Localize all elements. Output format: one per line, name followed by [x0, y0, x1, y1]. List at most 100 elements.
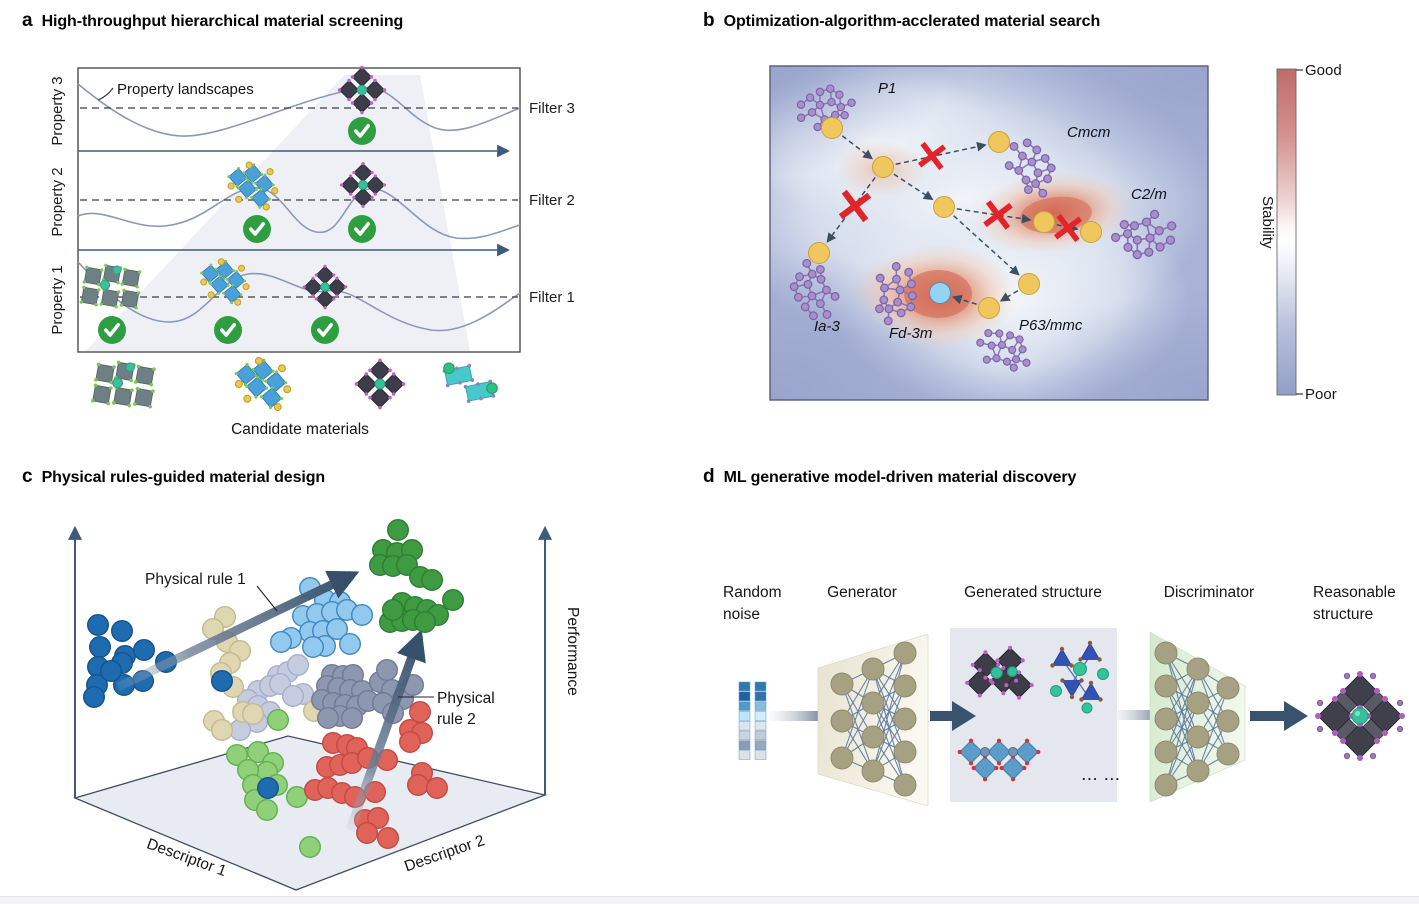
panel-d-gan-pipeline: Random noise Generator Generated structure D…	[723, 584, 1405, 807]
search-step-arrow	[893, 173, 934, 201]
search-node	[808, 242, 830, 264]
candidate-materials-label: Candidate materials	[231, 421, 369, 438]
search-node	[821, 117, 843, 139]
noise-cell	[738, 701, 751, 711]
panel-d-letter: d	[703, 466, 715, 487]
cluster-green	[369, 519, 465, 634]
stage-label-random-noise: noise	[723, 606, 760, 623]
physical-rule-1-label: Physical rule 1	[145, 571, 246, 588]
cluster-red	[304, 701, 449, 850]
search-step-arrow	[841, 135, 874, 160]
nn-node	[1154, 674, 1178, 698]
page-bottom-strip	[0, 896, 1419, 904]
search-node	[872, 156, 894, 178]
crystal-blue	[200, 258, 250, 306]
space-group-label: C2/m	[1131, 186, 1167, 203]
generator-network	[830, 641, 917, 797]
data-point	[356, 822, 379, 845]
panel-c-header: c Physical rules-guided material design	[22, 466, 325, 488]
reject-x-icon	[917, 141, 947, 171]
nn-node	[830, 672, 854, 696]
filter-label-2: Filter 2	[529, 192, 575, 209]
data-point	[399, 731, 422, 754]
property-axis-label-2: Property 2	[49, 167, 66, 236]
check-icon	[249, 222, 265, 236]
noise-cell	[754, 711, 767, 721]
search-step-arrow	[953, 215, 1020, 276]
nn-node	[893, 773, 917, 797]
check-icon	[354, 222, 370, 236]
cluster-lightblue	[270, 577, 374, 659]
generator-output-arrow	[930, 701, 976, 731]
data-point	[86, 614, 109, 637]
check-badge	[98, 316, 126, 344]
search-node	[978, 297, 1000, 319]
rule1-leader	[256, 585, 278, 612]
noise-cell	[754, 691, 767, 701]
crystal-dark	[302, 264, 348, 310]
colorbar-axis-label: Stability	[1259, 196, 1276, 249]
random-noise-bars	[738, 681, 767, 760]
noise-cell	[738, 720, 751, 731]
generated-tetrahedra	[1050, 640, 1109, 714]
gan-pipeline: Random noise Generator Generated structure D…	[723, 584, 1405, 807]
stage-label-reasonable-structure: structure	[1313, 606, 1373, 623]
molecule-fd3m	[875, 262, 917, 326]
discriminator-network	[1154, 641, 1240, 797]
data-point	[299, 836, 322, 859]
panel-b-header: b Optimization-algorithm-acclerated mate…	[703, 10, 1100, 32]
reject-x-icon	[838, 189, 872, 223]
nn-node	[861, 657, 885, 681]
physical-rule-2-label-line1: Physical	[437, 690, 495, 707]
search-step-arrow	[999, 290, 1019, 302]
data-point	[387, 519, 410, 542]
nn-node	[1154, 707, 1178, 731]
nn-node	[1154, 641, 1178, 665]
search-node	[933, 196, 955, 218]
cluster-lightgreen	[225, 709, 322, 859]
noise-cell	[754, 740, 767, 750]
nn-node	[1216, 742, 1240, 766]
data-point	[257, 777, 280, 800]
panel-d-header: d ML generative model-driven material di…	[703, 466, 1076, 488]
search-landscape: P1 Cmcm C2/m Ia-3 Fd-3m P63/mmc Good Poor Stabil…	[769, 62, 1342, 403]
stage-label-reasonable-structure: Reasonable	[1313, 584, 1396, 601]
physical-rule-2-arrow	[345, 629, 426, 832]
data-point	[317, 707, 340, 730]
panel-b-search-landscape: P1 Cmcm C2/m Ia-3 Fd-3m P63/mmc Good Poor Stabil…	[769, 62, 1342, 403]
filter-label-1: Filter 1	[529, 289, 575, 306]
noise-cell	[738, 730, 751, 741]
data-point	[287, 654, 310, 677]
search-node	[1018, 273, 1040, 295]
noise-cell	[754, 730, 767, 741]
nn-node	[861, 691, 885, 715]
property-curve-1	[77, 261, 521, 332]
crystal-blue	[227, 161, 279, 211]
noise-cell	[738, 740, 751, 750]
data-point	[367, 807, 390, 830]
floor-plane	[73, 735, 548, 891]
screening-plot: Property 3 Property 2 Property 1 Filter 3 Fi…	[49, 65, 575, 438]
space-group-label: Cmcm	[1067, 124, 1110, 141]
data-point	[382, 599, 405, 622]
reject-x-icon	[983, 200, 1013, 230]
data-point	[241, 703, 264, 726]
filter-label-3: Filter 3	[529, 100, 575, 117]
space-group-label: Fd-3m	[889, 325, 932, 342]
panel-c-title: Physical rules-guided material design	[41, 469, 326, 486]
search-step-arrow	[956, 208, 1032, 224]
data-point	[82, 686, 105, 709]
landscape-border	[769, 65, 1209, 401]
nn-node	[893, 641, 917, 665]
property-axis-label-1: Property 1	[49, 265, 66, 334]
stage-label-generated-structure: Generated structure	[964, 584, 1102, 601]
data-point	[88, 636, 111, 659]
data-point	[339, 633, 362, 656]
data-point	[210, 670, 233, 693]
noise-cell	[754, 720, 767, 731]
nn-node	[893, 740, 917, 764]
data-point	[210, 719, 233, 742]
panel-a-header: a High-throughput hierarchical material …	[22, 10, 403, 32]
reasonable-structure-crystal	[1315, 671, 1405, 761]
data-point	[414, 611, 437, 634]
